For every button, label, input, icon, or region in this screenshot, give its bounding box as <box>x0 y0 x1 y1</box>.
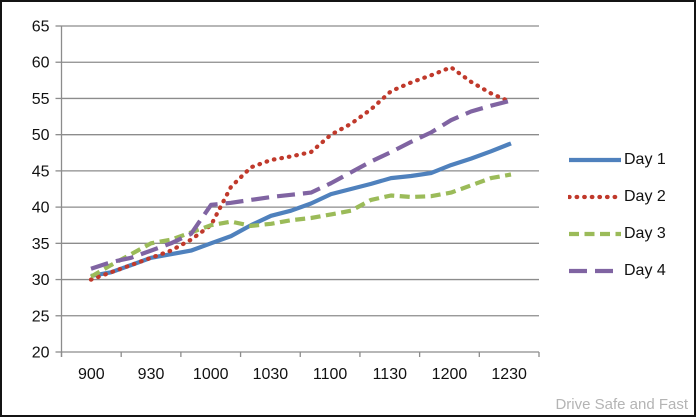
legend-label-day-2: Day 2 <box>624 188 666 205</box>
x-axis-label-900: 900 <box>78 366 105 383</box>
series-line-day-1 <box>90 141 512 278</box>
legend-label-day-1: Day 1 <box>624 151 666 168</box>
y-axis-label-55: 55 <box>32 91 50 108</box>
y-axis-label-40: 40 <box>32 200 50 217</box>
y-axis-label-20: 20 <box>32 345 50 362</box>
series-line-day-3 <box>89 172 512 279</box>
x-axis-label-930: 930 <box>138 366 165 383</box>
y-axis-label-45: 45 <box>32 163 50 180</box>
legend-item-day-3: Day 3 <box>568 222 666 246</box>
watermark-text: Drive Safe and Fast <box>555 396 688 413</box>
legend-label-day-3: Day 3 <box>624 225 666 242</box>
legend-swatch-day-3 <box>569 231 621 237</box>
x-axis-label-1200: 1200 <box>432 366 468 383</box>
legend-swatch-day-4 <box>569 268 621 274</box>
x-axis-label-1100: 1100 <box>313 366 348 383</box>
legend-swatch-day-1 <box>569 157 621 163</box>
y-axis-label-25: 25 <box>32 308 50 325</box>
legend: Day 1 Day 2 Day 3 Day 4 <box>568 148 666 296</box>
y-axis-label-60: 60 <box>32 55 50 72</box>
x-axis-label-1130: 1130 <box>373 366 408 383</box>
x-axis-label-1030: 1030 <box>253 366 289 383</box>
legend-item-day-2: Day 2 <box>568 185 666 209</box>
legend-label-day-4: Day 4 <box>624 262 666 279</box>
y-axis-label-65: 65 <box>32 19 50 36</box>
series-line-day-2 <box>88 65 514 282</box>
legend-item-day-4: Day 4 <box>568 259 666 283</box>
y-axis-label-50: 50 <box>32 127 50 144</box>
legend-item-day-1: Day 1 <box>568 148 666 172</box>
legend-swatch-day-2 <box>568 194 622 200</box>
x-axis-label-1000: 1000 <box>193 366 229 383</box>
y-axis-label-35: 35 <box>32 236 50 253</box>
x-axis-label-1230: 1230 <box>491 366 527 383</box>
y-axis-label-30: 30 <box>32 272 50 289</box>
